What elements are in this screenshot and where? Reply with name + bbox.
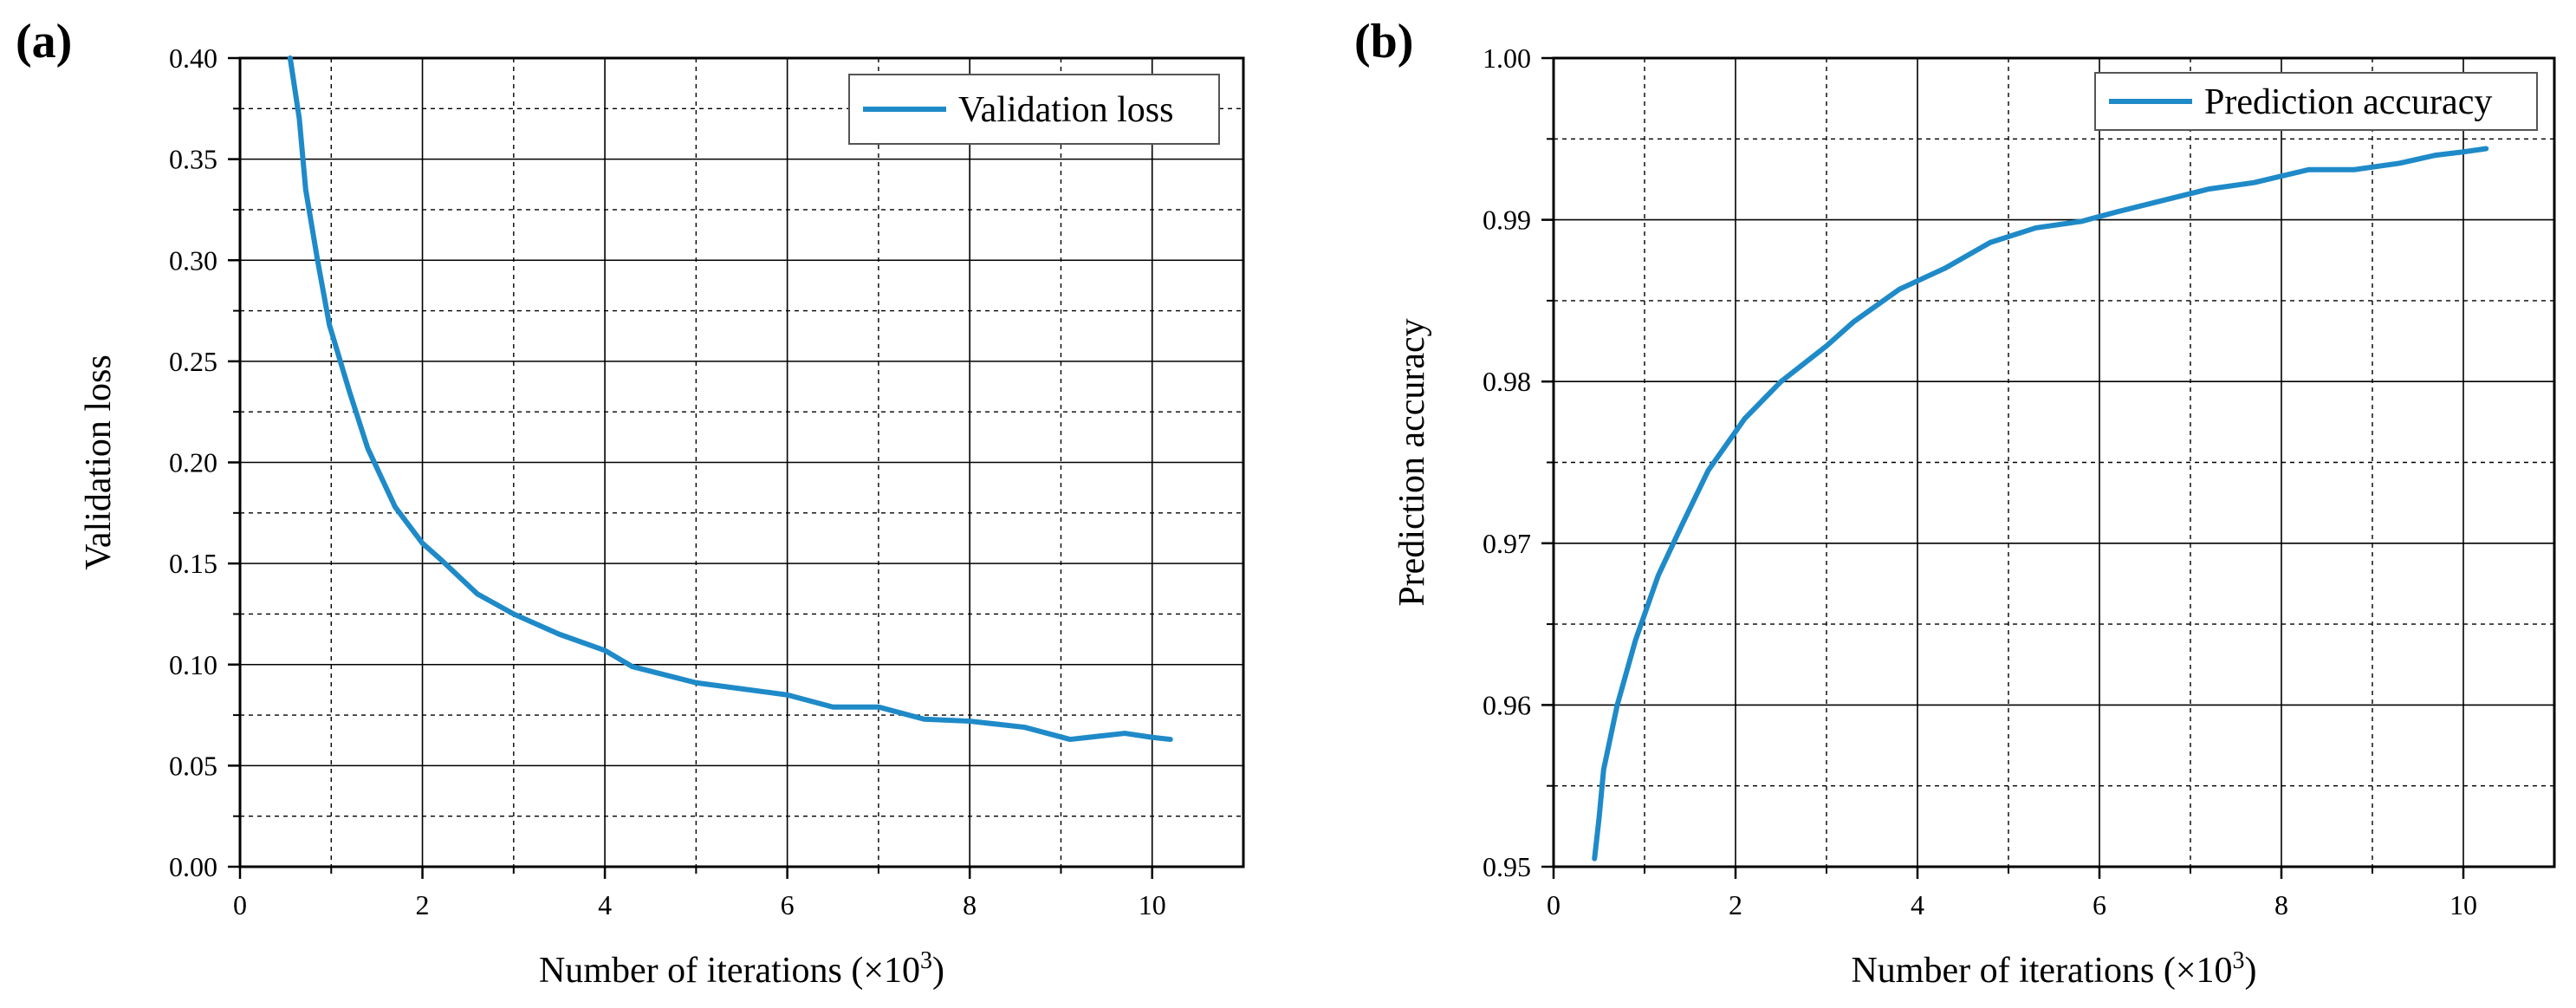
y-tick-label: 0.99 (1483, 205, 1531, 236)
x-tick-label: 0 (1547, 889, 1561, 920)
data-point (2398, 160, 2402, 166)
y-tick-label: 0.96 (1483, 689, 1531, 720)
data-point (2461, 149, 2466, 154)
y-tick-label: 0.30 (169, 244, 217, 276)
y-axis-label: Validation loss (79, 354, 119, 570)
x-tick-label: 10 (2449, 889, 2477, 920)
x-axis-label: Number of iterations (×103) (1851, 947, 2256, 991)
data-point (303, 187, 308, 192)
x-tick-label: 2 (416, 889, 430, 920)
x-axis-label: Number of iterations (×103) (539, 947, 944, 991)
data-point (1601, 767, 1606, 772)
x-tick-label: 8 (2274, 889, 2288, 920)
y-tick-label: 0.25 (169, 346, 217, 377)
data-point (1592, 856, 1597, 862)
data-point (365, 445, 370, 451)
x-tick-label: 8 (963, 889, 977, 920)
panel-label: (b) (1354, 15, 1413, 68)
data-point (2115, 209, 2120, 214)
y-tick-label: 0.40 (169, 42, 217, 74)
data-point (2161, 198, 2165, 203)
data-point (393, 504, 398, 510)
y-tick-label: 0.35 (169, 144, 217, 175)
x-tick-label: 10 (1139, 889, 1166, 920)
chart-panel-a: 0 2 4 6 8 10 0.00 0.05 0.10 0.15 0.20 0.25 0.30 0.35 0… (16, 15, 1245, 991)
data-point (602, 647, 607, 653)
x-tick-label: 6 (781, 889, 795, 920)
x-tick-label: 0 (233, 889, 247, 920)
data-point (1122, 731, 1127, 736)
data-point (1086, 735, 1091, 740)
data-point (1168, 737, 1173, 742)
x-tick-label: 2 (1729, 889, 1742, 920)
legend-label: Validation loss (958, 90, 1174, 130)
data-point (785, 693, 790, 698)
y-tick-label: 0.98 (1483, 366, 1531, 397)
data-point (1656, 573, 1661, 578)
panel-label: (a) (16, 15, 72, 68)
data-point (1852, 319, 1856, 324)
y-tick-label: 0.20 (169, 447, 217, 478)
data-point (1615, 702, 1619, 707)
data-point (556, 632, 561, 637)
legend: Prediction accuracy (2094, 72, 2538, 131)
data-point (511, 611, 516, 616)
x-tick-label: 4 (598, 889, 612, 920)
data-point (2352, 167, 2357, 172)
data-point (876, 705, 881, 710)
data-point (1988, 240, 1993, 245)
y-tick-label: 0.10 (169, 649, 217, 680)
data-point (922, 717, 927, 722)
data-point (327, 322, 332, 328)
y-tick-label: 0.00 (169, 851, 217, 882)
data-point (830, 705, 835, 710)
data-point (438, 556, 444, 562)
data-point (1633, 638, 1638, 643)
data-point (1597, 816, 1601, 821)
data-point (1742, 416, 1747, 421)
data-point (315, 257, 320, 263)
y-tick-label: 1.00 (1483, 42, 1531, 74)
y-tick-label: 0.05 (169, 750, 217, 781)
chart-panel-b: 0 2 4 6 8 10 0.95 0.96 0.97 0.98 0.99 1.00 Number of… (1354, 15, 2556, 991)
data-point (1897, 287, 1902, 292)
legend-label: Prediction accuracy (2204, 82, 2492, 122)
y-axis-label: Prediction accuracy (1392, 318, 1432, 606)
data-point (2079, 218, 2084, 224)
data-point (630, 664, 635, 669)
data-point (1150, 735, 1155, 740)
data-point (2483, 146, 2488, 151)
data-point (420, 541, 425, 546)
y-tick-label: 0.97 (1483, 528, 1531, 559)
data-point (2206, 186, 2211, 192)
data-point (475, 591, 480, 596)
data-point (2434, 153, 2438, 158)
data-point (1706, 468, 1710, 473)
y-tick-label: 0.15 (169, 548, 217, 579)
data-point (693, 680, 698, 686)
data-point (1779, 379, 1783, 384)
data-point (1022, 725, 1027, 730)
x-tick-label: 6 (2093, 889, 2106, 920)
data-point (347, 389, 352, 394)
data-point (288, 55, 293, 61)
x-tick-label: 4 (1911, 889, 1924, 920)
data-point (2252, 180, 2256, 185)
data-point (296, 116, 302, 121)
data-point (1943, 266, 1947, 271)
data-point (2279, 173, 2284, 179)
data-point (1067, 737, 1073, 742)
y-tick-label: 0.95 (1483, 851, 1531, 882)
series-line (1592, 146, 2489, 862)
data-point (2034, 225, 2038, 231)
data-point (1678, 524, 1684, 530)
data-point (1824, 343, 1829, 348)
legend: Validation loss (848, 74, 1220, 145)
data-point (2307, 167, 2311, 172)
data-point (967, 719, 972, 724)
